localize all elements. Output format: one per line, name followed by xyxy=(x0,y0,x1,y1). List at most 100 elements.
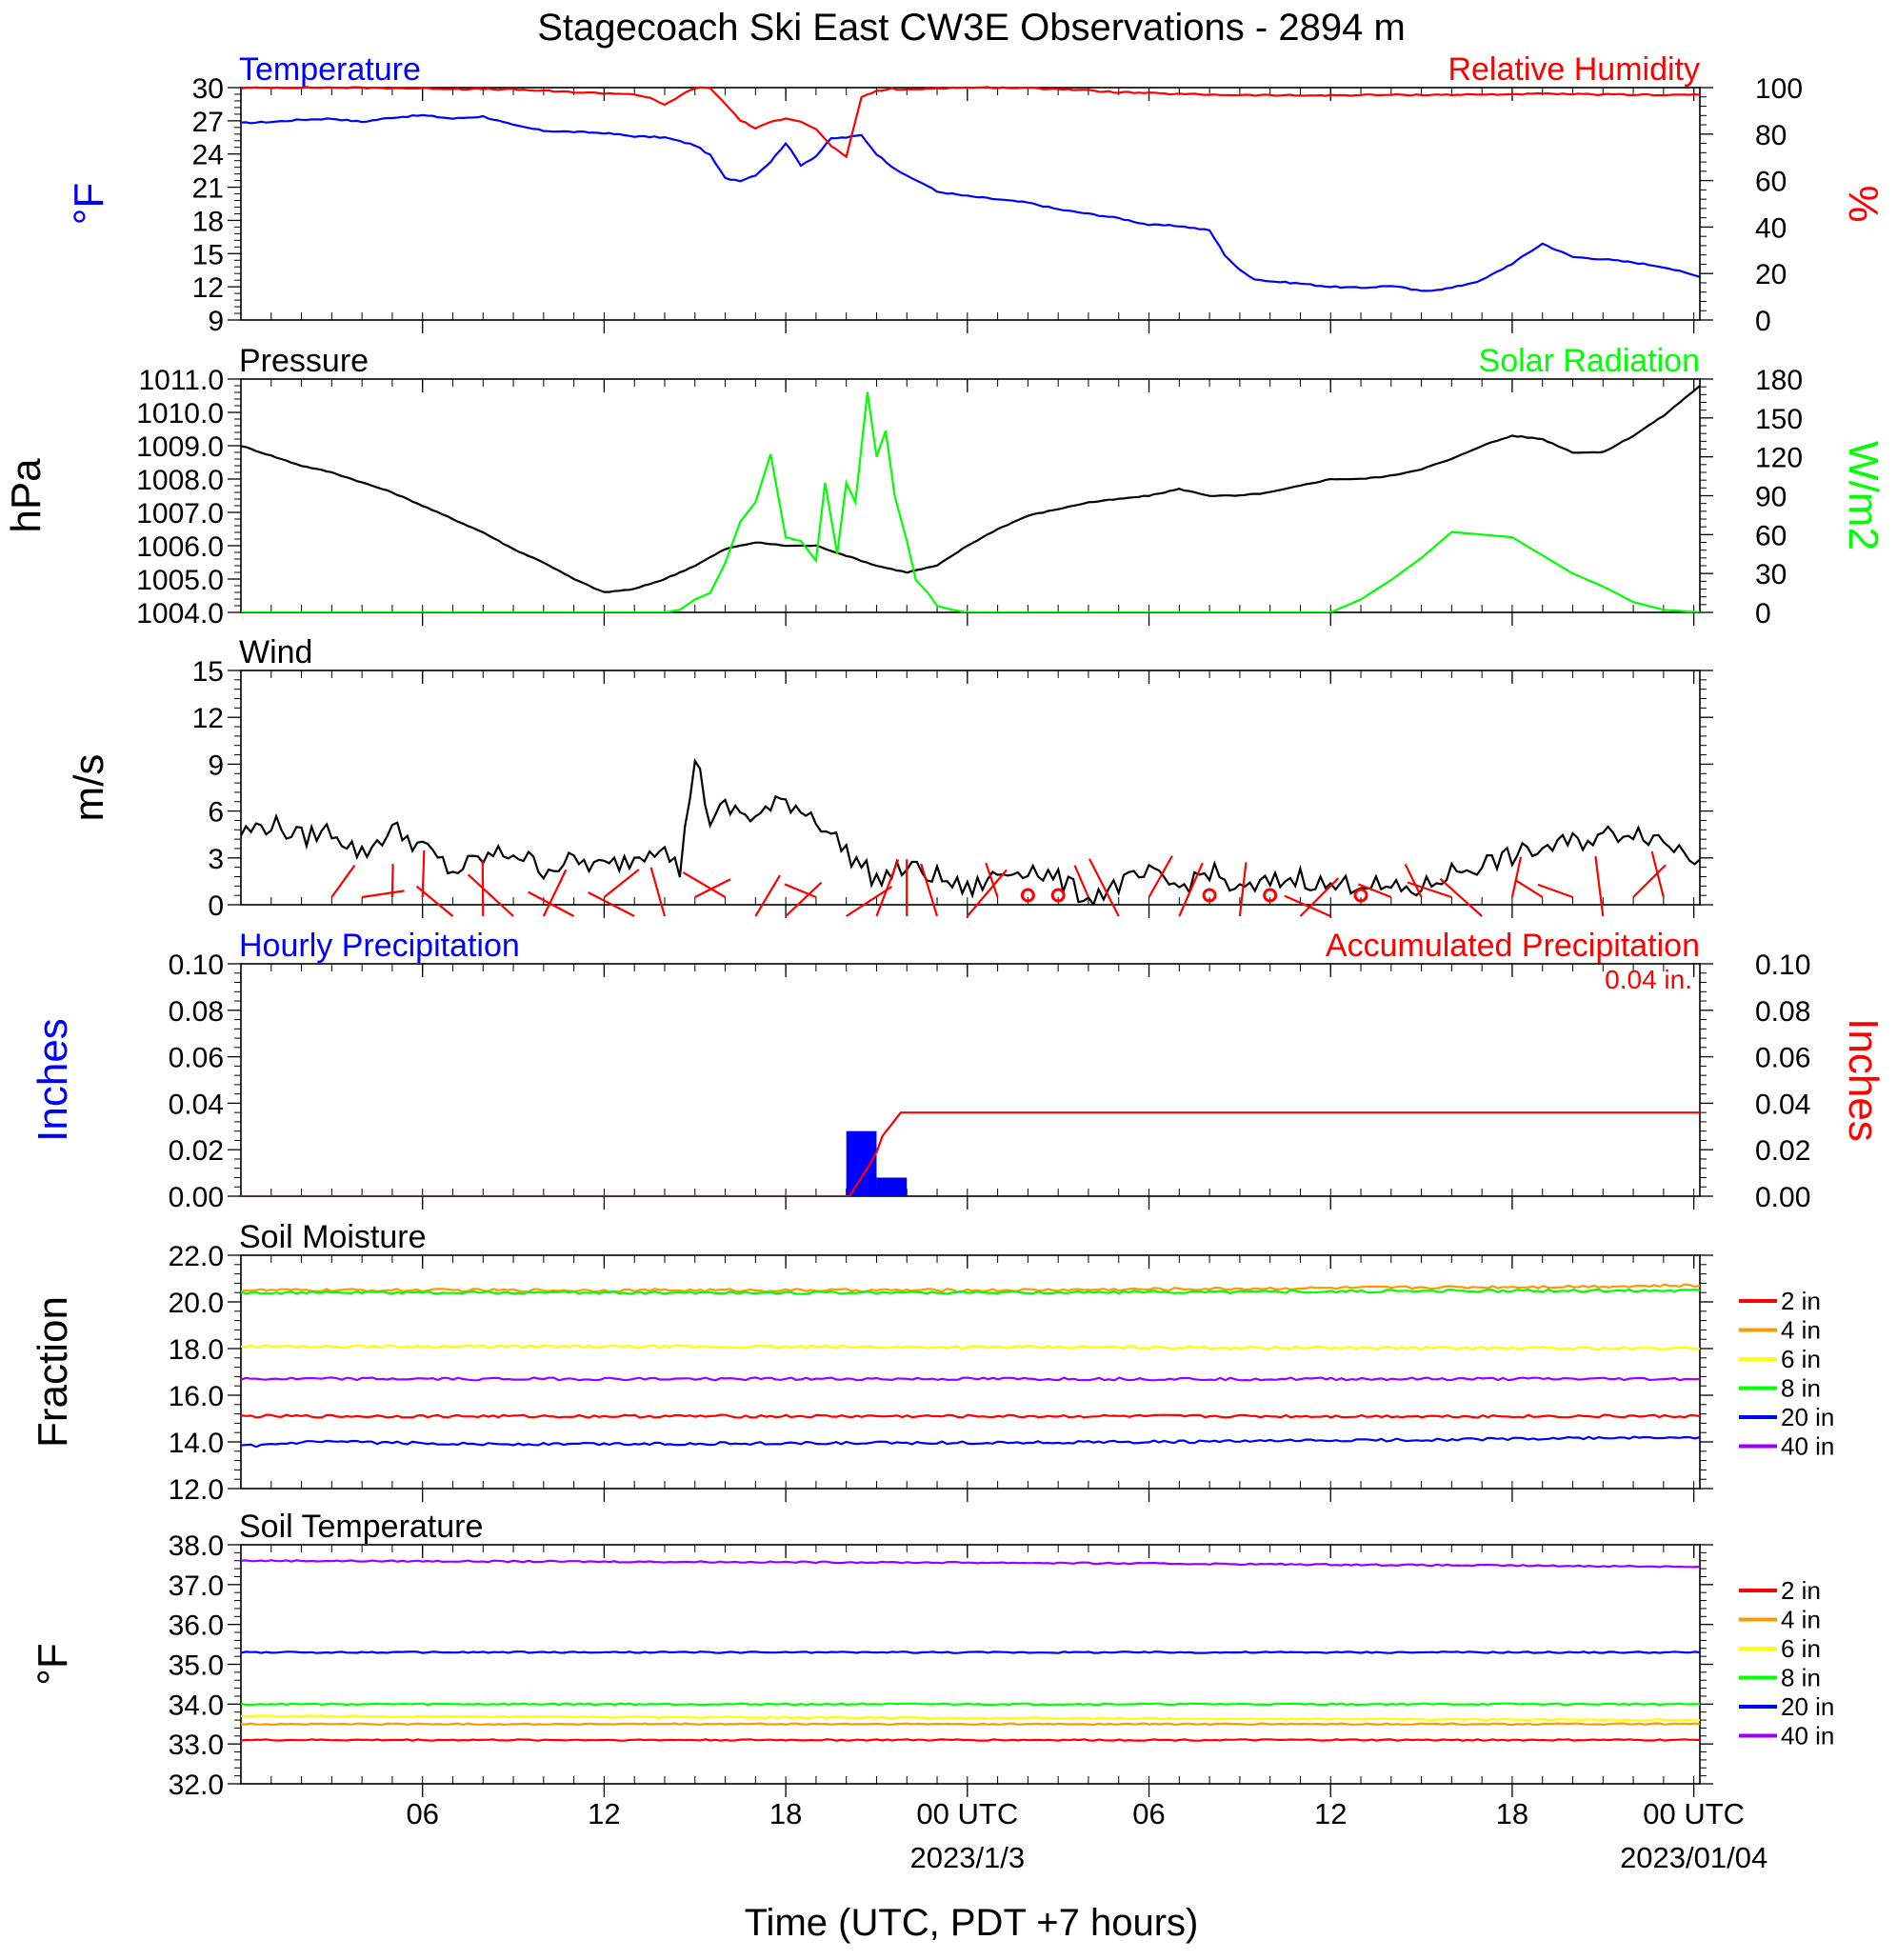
y-tick-label: 0.04 xyxy=(169,1089,224,1120)
plot-frame xyxy=(240,670,1701,906)
wind-barb xyxy=(467,873,514,917)
panel-precipitation: 0.10 0.08 0.06 0.04 0.02 0.00 0.10 0.08 0.06 0.04… xyxy=(30,928,1887,1213)
x-tick-label: 18 xyxy=(1496,1797,1528,1830)
y-axis-label: hPa xyxy=(3,458,50,533)
series-line-2-in xyxy=(241,1738,1700,1742)
wind-barb xyxy=(694,878,731,898)
y-tick-label: 3 xyxy=(208,844,224,875)
panel-left-title: Soil Temperature xyxy=(239,1509,483,1545)
panel-soil_temperature: 38.0 37.0 36.0 35.0 34.0 33.0 32.0 Soil Tempera… xyxy=(30,1509,1834,1801)
y-right-axis-label: W/m2 xyxy=(1840,441,1887,550)
y-right-tick-label: 0 xyxy=(1755,598,1771,630)
y-tick-label: 34.0 xyxy=(169,1690,224,1721)
y-tick-label: 1007.0 xyxy=(136,498,224,530)
y-right-tick-label: 90 xyxy=(1755,482,1787,513)
wind-barb xyxy=(966,869,1008,917)
precip-bar xyxy=(876,1177,908,1196)
plot-frame xyxy=(240,378,1701,613)
y-tick-label: 36.0 xyxy=(169,1610,224,1642)
y-axis-label: °F xyxy=(66,183,112,225)
y-tick-label: 18 xyxy=(192,206,224,237)
wind-barb xyxy=(754,874,781,917)
wind-barb xyxy=(330,864,356,898)
wind-barb xyxy=(390,863,394,898)
wind-calm-circle xyxy=(1050,888,1066,903)
y-right-tick-label: 120 xyxy=(1755,443,1803,474)
wind-barb xyxy=(1148,855,1173,898)
plot-frame xyxy=(240,1544,1701,1785)
series-line-wind xyxy=(241,757,1700,905)
wind-barb xyxy=(1284,894,1331,918)
wind-barb xyxy=(1594,855,1605,917)
series-line-pressure xyxy=(241,385,1700,593)
series-line-2-in xyxy=(241,1413,1700,1419)
accumulation-annotation: 0.04 in. xyxy=(1605,965,1692,994)
legend-label: 40 in xyxy=(1781,1722,1834,1750)
x-tick-label: 06 xyxy=(406,1797,438,1830)
plot-frame xyxy=(240,1254,1701,1490)
x-tick-label: 12 xyxy=(1314,1797,1347,1830)
y-right-tick-label: 0.06 xyxy=(1755,1043,1810,1074)
x-tick-label: 00 UTC xyxy=(916,1797,1018,1830)
y-tick-label: 9 xyxy=(208,750,224,781)
series-line-temperature xyxy=(241,113,1700,292)
legend-label: 2 in xyxy=(1781,1287,1821,1315)
y-right-axis-label: Inches xyxy=(1840,1018,1887,1142)
y-tick-label: 1008.0 xyxy=(136,465,224,496)
y-right-tick-label: 0.02 xyxy=(1755,1135,1810,1167)
series-line-20-in xyxy=(241,1650,1700,1654)
panel-soil_moisture: 22.0 20.0 18.0 16.0 14.0 12.0 Soil Moisture Fra… xyxy=(30,1219,1834,1506)
y-tick-label: 16.0 xyxy=(169,1381,224,1412)
y-right-tick-label: 180 xyxy=(1755,365,1803,396)
y-right-tick-label: 0.08 xyxy=(1755,996,1810,1028)
y-tick-label: 22.0 xyxy=(169,1241,224,1272)
x-axis-label: Time (UTC, PDT +7 hours) xyxy=(745,1902,1199,1944)
y-right-tick-label: 0 xyxy=(1755,306,1771,337)
y-right-tick-label: 30 xyxy=(1755,559,1787,590)
y-right-tick-label: 150 xyxy=(1755,404,1803,435)
y-axis-label: m/s xyxy=(66,754,112,822)
y-tick-label: 1004.0 xyxy=(136,598,224,630)
wind-calm-circle xyxy=(1202,888,1217,903)
y-tick-label: 20.0 xyxy=(169,1288,224,1319)
panel-left-title: Pressure xyxy=(239,343,369,379)
wind-barb xyxy=(649,867,667,917)
panel-right-title: Relative Humidity xyxy=(1448,51,1700,88)
y-tick-label: 32.0 xyxy=(169,1770,224,1801)
y-tick-label: 15 xyxy=(192,656,224,688)
series-line-40-in xyxy=(241,1376,1700,1382)
series-line-20-in xyxy=(241,1435,1700,1449)
legend-label: 8 in xyxy=(1781,1664,1821,1692)
wind-barb xyxy=(542,869,568,917)
legend-label: 2 in xyxy=(1781,1576,1821,1605)
wind-calm-circle xyxy=(1353,888,1368,903)
y-right-tick-label: 0.04 xyxy=(1755,1089,1810,1120)
x-tick-label: 12 xyxy=(588,1797,620,1830)
y-tick-label: 0.08 xyxy=(169,996,224,1028)
legend-label: 40 in xyxy=(1781,1432,1834,1461)
y-tick-label: 30 xyxy=(192,73,224,105)
y-tick-label: 12 xyxy=(192,272,224,304)
y-right-tick-label: 80 xyxy=(1755,120,1787,151)
panel-left-title: Temperature xyxy=(239,51,421,88)
series-line-6-in xyxy=(241,1344,1700,1351)
x-tick-label: 00 UTC xyxy=(1643,1797,1745,1830)
x-date-label: 2023/01/04 xyxy=(1620,1841,1767,1874)
wind-barb xyxy=(415,885,454,917)
wind-barb xyxy=(1407,881,1452,899)
y-right-tick-label: 20 xyxy=(1755,259,1787,290)
y-right-tick-label: 40 xyxy=(1755,212,1787,244)
wind-barb xyxy=(1178,862,1204,917)
y-tick-label: 12 xyxy=(192,703,224,734)
wind-barb xyxy=(1632,864,1667,898)
wind-barb xyxy=(1537,883,1573,899)
wind-barb xyxy=(875,859,900,917)
y-tick-label: 6 xyxy=(208,797,224,829)
y-tick-label: 37.0 xyxy=(169,1570,224,1602)
y-tick-label: 0.10 xyxy=(169,950,224,981)
series-line-6-in xyxy=(241,1714,1700,1722)
wind-calm-circle xyxy=(1263,888,1278,903)
y-axis-label: Inches xyxy=(30,1018,76,1142)
